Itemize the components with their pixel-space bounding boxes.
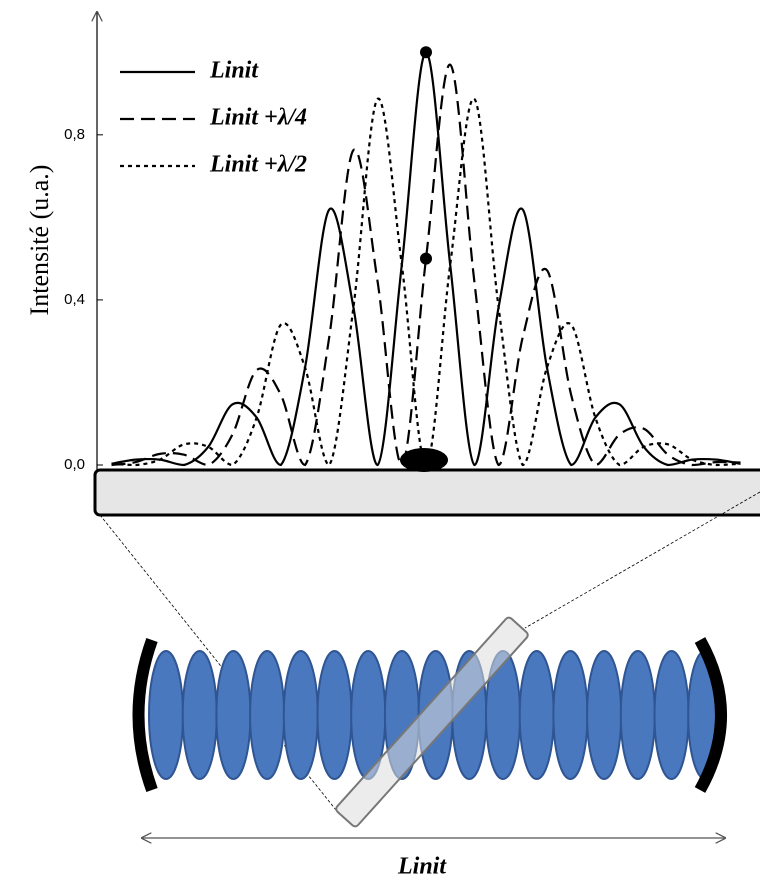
y-tick-label: 0,8: [64, 126, 85, 143]
y-tick-label: 0,0: [64, 456, 85, 473]
spot: [400, 448, 448, 472]
mirror: [132, 637, 158, 793]
fringe: [181, 650, 218, 780]
fringe: [316, 650, 353, 780]
legend-label: Linit +λ/2: [209, 152, 307, 178]
substrate: [93, 468, 760, 517]
sample-plate: [335, 616, 529, 828]
fringe: [249, 650, 286, 780]
fringe: [586, 650, 623, 780]
series-line: [111, 63, 741, 467]
fringe: [518, 650, 555, 780]
fringe: [619, 650, 656, 780]
sample: [335, 616, 529, 828]
fringe: [215, 650, 252, 780]
length-label: Linit: [397, 854, 447, 880]
fringe: [552, 650, 589, 780]
mirror: [694, 637, 727, 793]
legend-label: Linit: [209, 58, 259, 84]
highlight-point: [420, 46, 432, 59]
projection-line: [524, 491, 760, 629]
highlight-point: [420, 252, 432, 265]
fringe: [282, 650, 319, 780]
y-tick-label: 0,4: [64, 291, 85, 308]
fringe: [148, 650, 184, 780]
plot: 0,0 0,4 0,8 Linit Linit +λ/4 Linit +λ/2: [64, 46, 741, 473]
y-axis-label: Intensité (u.a.): [25, 165, 54, 316]
legend-label: Linit +λ/4: [209, 105, 307, 131]
fringe: [653, 650, 690, 780]
series-line: [111, 97, 741, 467]
